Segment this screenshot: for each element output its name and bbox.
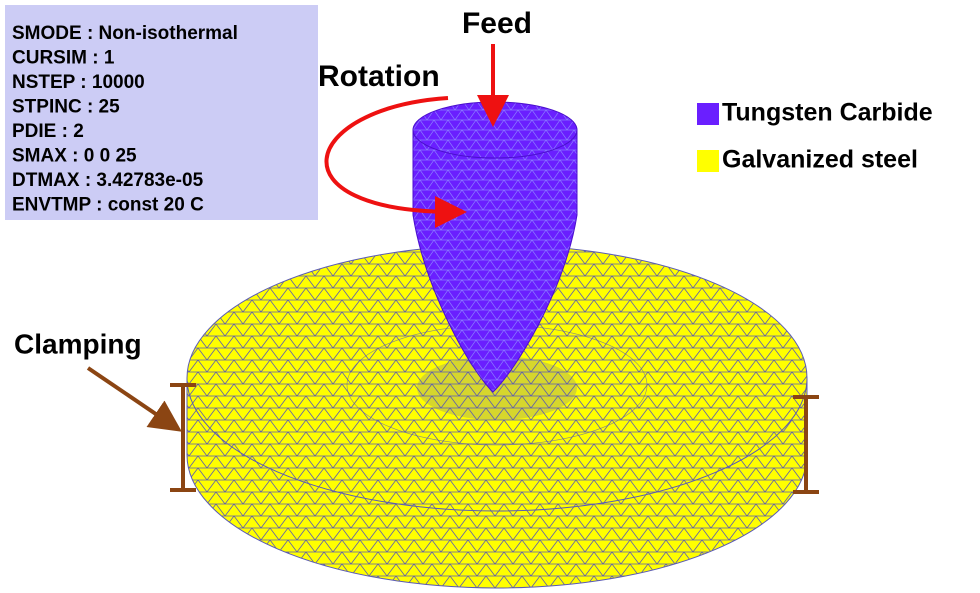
info-line: ENVTMP : const 20 C <box>12 195 204 216</box>
clamping-label: Clamping <box>14 328 142 359</box>
info-line: NSTEP : 10000 <box>12 72 145 93</box>
rotation-label: Rotation <box>318 60 440 93</box>
legend-swatch <box>697 103 719 125</box>
info-line: SMAX : 0 0 25 <box>12 146 137 167</box>
info-line: PDIE : 2 <box>12 121 84 142</box>
info-line: DTMAX : 3.42783e-05 <box>12 170 204 191</box>
feed-label: Feed <box>462 7 532 40</box>
legend-label: Tungsten Carbide <box>722 99 933 127</box>
info-line: SMODE : Non-isothermal <box>12 23 238 44</box>
legend-label: Galvanized steel <box>722 146 918 174</box>
legend-swatch <box>697 150 719 172</box>
simulation-figure: SMODE : Non-isothermal CURSIM : 1 NSTEP : … <box>0 0 980 593</box>
info-line: STPINC : 25 <box>12 97 120 118</box>
clamping-arrow <box>88 368 172 425</box>
legend: Tungsten Carbide Galvanized steel <box>697 99 933 174</box>
info-line: CURSIM : 1 <box>12 48 115 69</box>
